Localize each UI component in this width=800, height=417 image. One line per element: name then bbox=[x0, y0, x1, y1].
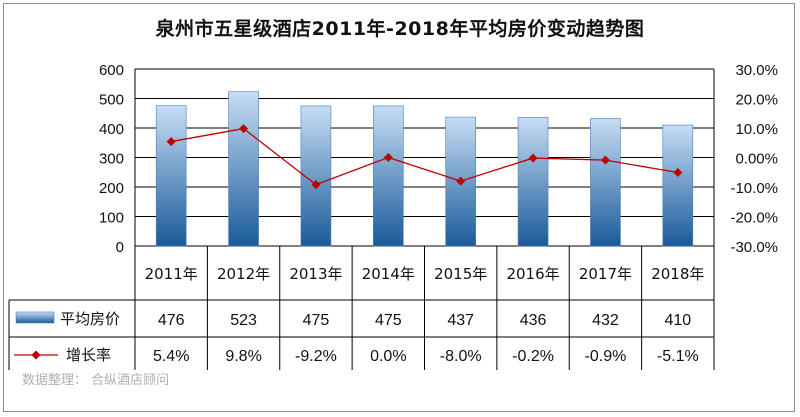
y-left-tick-label: 400 bbox=[99, 121, 124, 138]
growth-value-label: -8.0% bbox=[440, 348, 482, 365]
bar bbox=[155, 105, 187, 247]
bar-value-label: 475 bbox=[375, 312, 402, 329]
growth-point bbox=[311, 180, 321, 190]
bar bbox=[300, 105, 332, 247]
y-left-tick-label: 100 bbox=[99, 210, 124, 227]
growth-value-label: 9.8% bbox=[225, 348, 261, 365]
bar-value-label: 476 bbox=[158, 312, 185, 329]
legend-bar-swatch bbox=[15, 311, 55, 324]
y-right-tick-label: -20.0% bbox=[730, 210, 778, 227]
y-right-tick-label: -10.0% bbox=[730, 180, 778, 197]
y-left-tick-label: 0 bbox=[116, 239, 124, 256]
bar bbox=[373, 105, 404, 247]
legend-bar-label: 平均房价 bbox=[60, 310, 120, 328]
bar-value-label: 436 bbox=[520, 312, 547, 329]
y-right-tick-label: 0.00% bbox=[735, 151, 778, 168]
bar-value-label: 523 bbox=[230, 312, 257, 329]
bar-value-label: 475 bbox=[303, 312, 330, 329]
bar bbox=[590, 118, 621, 247]
growth-point bbox=[673, 168, 683, 178]
bar-value-label: 432 bbox=[592, 312, 619, 329]
bar bbox=[517, 117, 549, 247]
growth-line bbox=[171, 127, 678, 186]
category-label: 2014年 bbox=[362, 265, 415, 283]
category-label: 2018年 bbox=[651, 265, 704, 283]
y-left-tick-label: 300 bbox=[99, 151, 124, 168]
y-right-tick-label: 20.0% bbox=[735, 92, 778, 109]
y-left-tick-label: 200 bbox=[99, 180, 124, 197]
growth-value-label: -5.1% bbox=[657, 348, 699, 365]
growth-value-label: -0.2% bbox=[512, 348, 554, 365]
growth-value-label: 0.0% bbox=[370, 348, 406, 365]
legend-line-label: 增长率 bbox=[66, 346, 111, 364]
bar bbox=[228, 91, 259, 247]
growth-value-label: 5.4% bbox=[153, 348, 189, 365]
legend-line-marker bbox=[31, 350, 41, 360]
category-label: 2016年 bbox=[506, 265, 559, 283]
growth-point bbox=[456, 176, 466, 186]
category-label: 2012年 bbox=[217, 265, 270, 283]
growth-point bbox=[166, 137, 176, 147]
bar-value-label: 410 bbox=[664, 312, 691, 329]
growth-point bbox=[239, 124, 249, 134]
growth-point bbox=[383, 153, 393, 162]
y-right-tick-label: -30.0% bbox=[730, 239, 778, 256]
y-left-tick-label: 600 bbox=[99, 62, 124, 79]
growth-value-label: -9.2% bbox=[295, 348, 337, 365]
bar-value-label: 437 bbox=[447, 312, 474, 329]
y-left-tick-label: 500 bbox=[99, 92, 124, 109]
bar bbox=[662, 124, 694, 247]
category-label: 2013年 bbox=[289, 265, 342, 283]
category-label: 2011年 bbox=[145, 265, 198, 283]
category-label: 2015年 bbox=[434, 265, 487, 283]
category-label: 2017年 bbox=[579, 265, 632, 283]
growth-point bbox=[528, 153, 538, 163]
growth-point bbox=[600, 155, 610, 165]
y-right-tick-label: 10.0% bbox=[735, 121, 778, 138]
source-note: 数据整理： 合纵酒店顾问 bbox=[22, 373, 170, 388]
growth-value-label: -0.9% bbox=[585, 348, 627, 365]
y-right-tick-label: 30.0% bbox=[735, 62, 778, 79]
chart-title: 泉州市五星级酒店2011年-2018年平均房价变动趋势图 bbox=[155, 18, 645, 40]
